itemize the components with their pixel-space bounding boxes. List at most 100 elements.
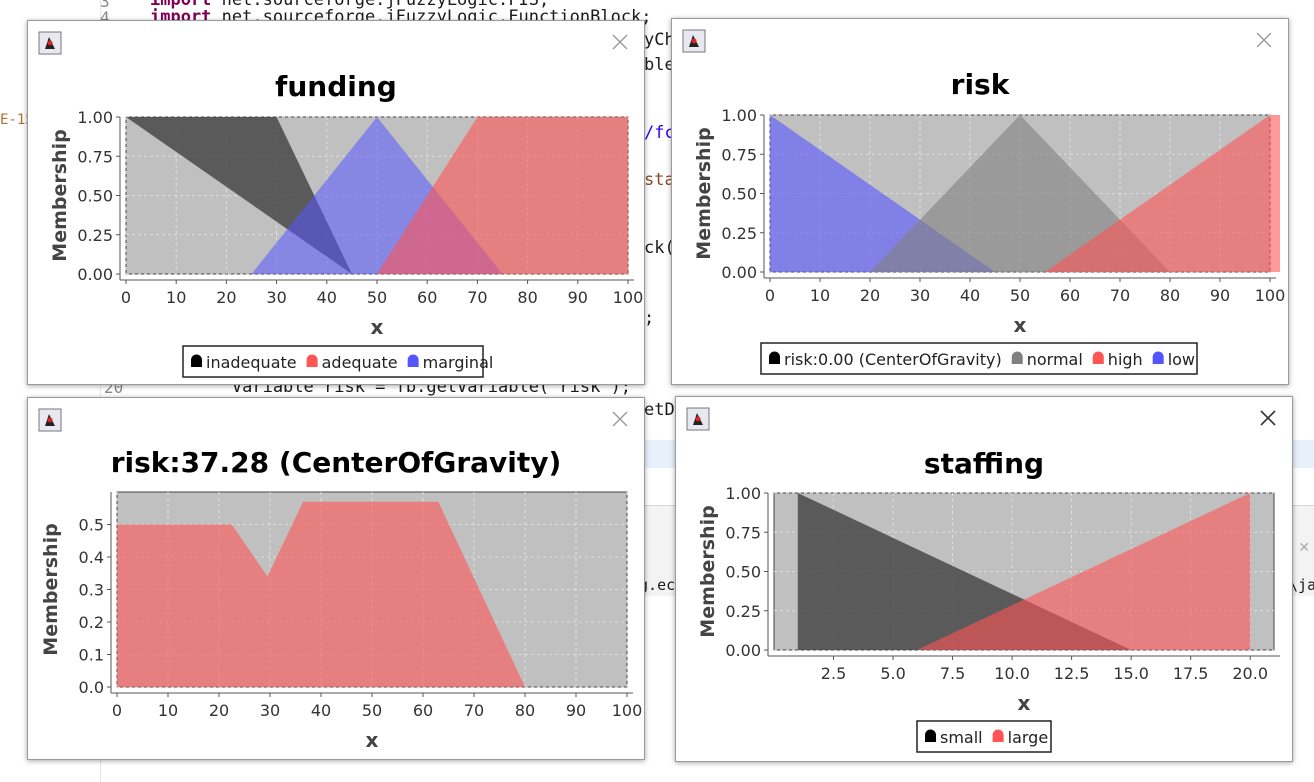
y-axis-label: Membership bbox=[49, 129, 71, 261]
legend-swatch bbox=[925, 729, 936, 742]
y-axis-label: Membership bbox=[40, 523, 62, 655]
x-tick-label: 90 bbox=[1210, 286, 1230, 305]
x-axis-label: x bbox=[371, 315, 384, 339]
y-tick-label: 1.00 bbox=[725, 484, 761, 503]
y-tick-label: 0.2 bbox=[79, 613, 104, 632]
legend-label: risk:0.00 (CenterOfGravity) bbox=[784, 350, 1002, 369]
y-tick-label: 0.1 bbox=[79, 646, 104, 665]
y-tick-label: 0.00 bbox=[77, 265, 113, 284]
close-icon[interactable] bbox=[1252, 403, 1284, 433]
x-tick-label: 80 bbox=[1160, 286, 1180, 305]
y-tick-label: 0.25 bbox=[721, 224, 757, 243]
x-tick-label: 80 bbox=[515, 701, 535, 720]
legend: inadequate adequate marginal bbox=[182, 345, 494, 378]
close-icon[interactable] bbox=[1248, 25, 1280, 55]
x-tick-label: 10 bbox=[158, 701, 178, 720]
funding-chart-window[interactable]: funding 0 10 20 30 40 50 60 70 80 90 100 0.00 0.25 0.5… bbox=[27, 20, 645, 385]
x-tick-label: 5.0 bbox=[880, 664, 905, 683]
y-tick-label: 0.5 bbox=[79, 516, 104, 535]
legend: risk:0.00 (CenterOfGravity) normal high low bbox=[760, 342, 1198, 375]
staffing-chart: staffing 2.5 5.0 7.5 10.0 12.5 15.0 17.5 20.0 0.0… bbox=[697, 447, 1280, 753]
legend-label: inadequate bbox=[206, 353, 297, 372]
risk-output-chart-window[interactable]: risk:37.28 (CenterOfGravity) 0 10 20 30 40 50 6… bbox=[27, 397, 645, 760]
legend-swatch bbox=[1092, 351, 1104, 364]
close-icon[interactable] bbox=[604, 404, 636, 434]
y-tick-label: 0.3 bbox=[79, 581, 104, 600]
code-line[interactable]: yCh bbox=[644, 30, 675, 50]
x-tick-label: 0 bbox=[121, 288, 131, 307]
risk-chart-window[interactable]: risk 0 10 20 30 40 50 60 70 80 90 100 0.00 0.25 0.50 0.… bbox=[671, 18, 1289, 385]
legend: small large bbox=[916, 720, 1052, 753]
legend-swatch bbox=[992, 729, 1004, 742]
y-tick-label: 0.25 bbox=[77, 226, 113, 245]
x-tick-label: 10 bbox=[810, 286, 830, 305]
close-icon[interactable]: ✕ bbox=[1298, 540, 1310, 556]
risk-output-chart: risk:37.28 (CenterOfGravity) 0 10 20 30 40 50 6… bbox=[40, 446, 643, 752]
x-tick-label: 60 bbox=[1060, 286, 1080, 305]
y-tick-label: 0.00 bbox=[721, 263, 757, 282]
legend-label: normal bbox=[1027, 350, 1083, 369]
series-normal bbox=[870, 115, 1170, 272]
line-number: 4 bbox=[100, 8, 110, 27]
x-tick-label: 10.0 bbox=[994, 664, 1030, 683]
problem-marker: E-15 bbox=[0, 112, 34, 128]
x-tick-label: 0 bbox=[765, 286, 775, 305]
x-tick-label: 60 bbox=[413, 701, 433, 720]
x-tick-label: 7.5 bbox=[940, 664, 965, 683]
legend-swatch bbox=[769, 351, 780, 364]
x-tick-label: 50 bbox=[1010, 286, 1030, 305]
code-line[interactable]: ck( bbox=[644, 238, 675, 258]
y-tick-label: 1.00 bbox=[721, 106, 757, 125]
x-axis-label: x bbox=[1018, 691, 1031, 715]
legend-swatch bbox=[1152, 351, 1164, 364]
chart-title: risk bbox=[951, 68, 1011, 101]
legend-box bbox=[182, 345, 484, 378]
code-line[interactable]: ble bbox=[644, 55, 675, 75]
y-tick-label: 0.25 bbox=[725, 602, 761, 621]
x-tick-label: 12.5 bbox=[1054, 664, 1090, 683]
java-duke-icon bbox=[686, 407, 710, 431]
x-axis-label: x bbox=[1014, 313, 1027, 337]
code-line[interactable]: ; bbox=[644, 308, 655, 328]
java-duke-icon bbox=[682, 29, 706, 53]
x-tick-label: 40 bbox=[317, 288, 337, 307]
chart-title: staffing bbox=[924, 447, 1044, 480]
legend-label: high bbox=[1108, 350, 1143, 369]
series-risk bbox=[117, 501, 525, 687]
series-small bbox=[797, 493, 1132, 650]
funding-chart: funding 0 10 20 30 40 50 60 70 80 90 100 0.00 0.25 0.5… bbox=[49, 70, 644, 378]
y-tick-label: 0.00 bbox=[725, 641, 761, 660]
legend-label: adequate bbox=[322, 353, 398, 372]
y-tick-label: 0.75 bbox=[721, 145, 757, 164]
x-tick-label: 20.0 bbox=[1232, 664, 1268, 683]
y-tick-label: 1.00 bbox=[77, 108, 113, 127]
close-icon[interactable] bbox=[604, 27, 636, 57]
series-high bbox=[1045, 115, 1280, 272]
y-tick-label: 0.4 bbox=[79, 548, 104, 567]
x-tick-label: 0 bbox=[112, 701, 122, 720]
risk-chart: risk 0 10 20 30 40 50 60 70 80 90 100 0.00 0.25 0.50 0.… bbox=[693, 68, 1285, 375]
x-tick-label: 50 bbox=[367, 288, 387, 307]
legend-box bbox=[916, 720, 1052, 753]
y-axis-label: Membership bbox=[697, 505, 719, 637]
x-tick-label: 30 bbox=[910, 286, 930, 305]
code-line[interactable]: sta bbox=[644, 170, 675, 190]
x-tick-label: 15.0 bbox=[1113, 664, 1149, 683]
chart-title: funding bbox=[275, 70, 397, 103]
legend-swatch bbox=[1011, 351, 1023, 364]
x-tick-label: 30 bbox=[266, 288, 286, 307]
code-line[interactable]: /fc bbox=[644, 123, 675, 143]
code-line[interactable]: etDe bbox=[644, 400, 685, 420]
java-duke-icon bbox=[38, 408, 62, 432]
java-duke-icon bbox=[38, 31, 62, 55]
staffing-chart-window[interactable]: staffing 2.5 5.0 7.5 10.0 12.5 15.0 17.5 20.0 0.0… bbox=[675, 396, 1293, 762]
x-tick-label: 50 bbox=[362, 701, 382, 720]
x-tick-label: 70 bbox=[464, 701, 484, 720]
code-line[interactable]: import net.sourceforge.jFuzzyLogic.FIS; bbox=[150, 0, 550, 10]
legend-label: marginal bbox=[423, 353, 494, 372]
x-tick-label: 100 bbox=[613, 288, 644, 307]
x-tick-label: 70 bbox=[1110, 286, 1130, 305]
x-tick-label: 100 bbox=[612, 701, 643, 720]
x-tick-label: 20 bbox=[216, 288, 236, 307]
legend-swatch bbox=[306, 354, 318, 367]
